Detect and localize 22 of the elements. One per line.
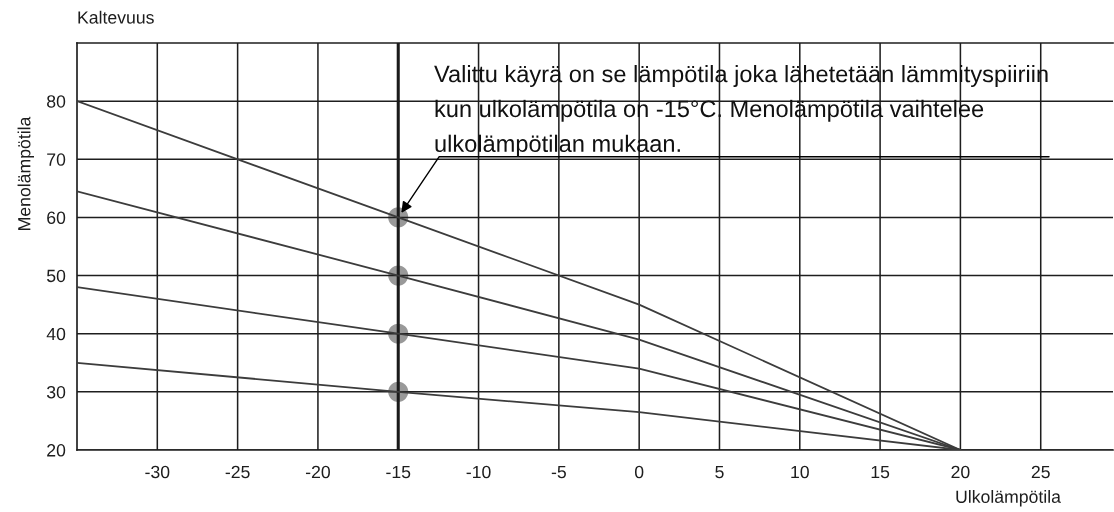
x-tick-label: -25	[225, 465, 250, 479]
x-tick-label: 15	[871, 465, 890, 479]
x-tick-label: -5	[551, 465, 566, 479]
x-tick-label: 25	[1031, 465, 1050, 479]
x-tick-label: -20	[305, 465, 330, 479]
y-tick-label: 60	[47, 211, 66, 224]
x-tick-label: -10	[466, 465, 491, 479]
y-tick-label: 30	[46, 385, 66, 399]
y-tick-label: 20	[47, 444, 66, 457]
x-tick-label: -15	[386, 465, 411, 479]
y-tick-label: 40	[46, 327, 66, 341]
y-tick-label: 70	[47, 153, 66, 166]
x-axis-title: Ulkolämpötila	[956, 490, 1061, 507]
x-tick-label: 5	[715, 465, 724, 479]
x-tick-label: -30	[145, 465, 170, 479]
y-axis-title: Menolämpötila	[17, 116, 34, 230]
x-tick-label: 0	[634, 465, 644, 479]
x-tick-label: 10	[791, 465, 809, 479]
y-tick-label: 50	[46, 269, 66, 283]
chart-title: Kaltevuus	[78, 10, 154, 24]
y-tick-label: 80	[47, 95, 66, 108]
x-tick-label: 20	[951, 465, 970, 479]
